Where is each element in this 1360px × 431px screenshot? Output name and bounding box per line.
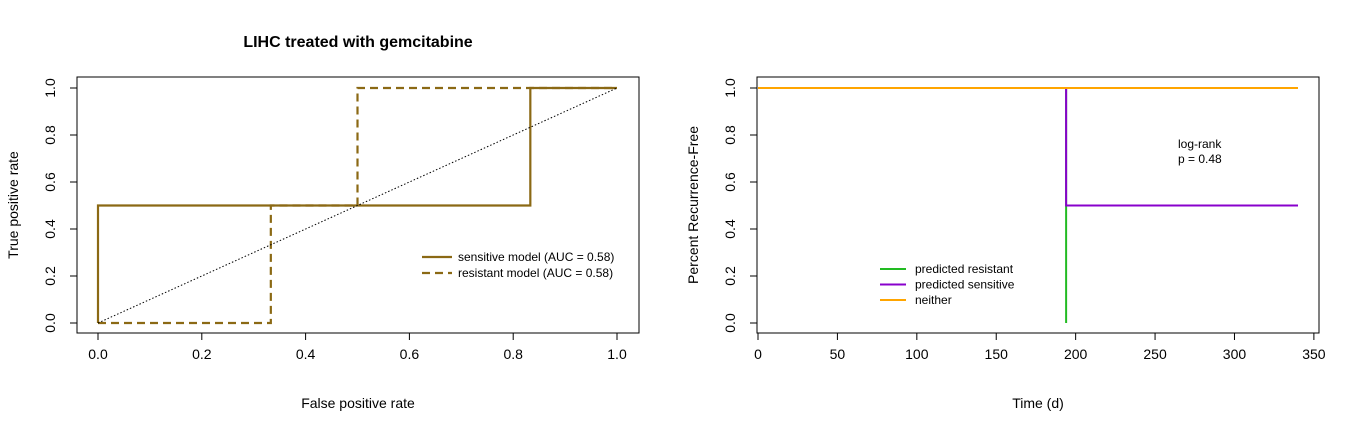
y-tick-label: 0.6 <box>722 172 738 192</box>
y-tick-label: 0.4 <box>722 219 738 239</box>
legend-label: predicted sensitive <box>915 278 1015 292</box>
y-tick-label: 0.0 <box>722 313 738 333</box>
y-tick-label: 0.4 <box>42 219 58 239</box>
x-tick-label: 0.4 <box>296 346 316 362</box>
legend-label: neither <box>915 293 952 307</box>
x-tick-label: 250 <box>1143 346 1167 362</box>
chart-title: LIHC treated with gemcitabine <box>243 34 472 51</box>
roc-chart-panel: LIHC treated with gemcitabine 0.0 0.2 0.4 0… <box>5 34 640 411</box>
y-axis: 0.0 0.2 0.4 0.6 0.8 1.0 <box>722 78 758 333</box>
survival-chart-panel: 0 50 100 150 200 250 300 350 0.0 0.2 0.4 0.6 0.8 1.0… <box>685 76 1326 411</box>
x-tick-label: 0 <box>754 346 762 362</box>
x-tick-label: 50 <box>830 346 846 362</box>
x-tick-label: 100 <box>905 346 929 362</box>
series-line-1 <box>98 86 617 325</box>
y-tick-label: 0.8 <box>42 125 58 145</box>
series-layer <box>758 87 1298 323</box>
x-tick-label: 150 <box>985 346 1009 362</box>
x-tick-label: 0.2 <box>192 346 212 362</box>
y-axis-label: Percent Recurrence-Free <box>685 126 701 284</box>
legend-label: sensitive model (AUC = 0.58) <box>458 250 614 264</box>
legend-label: resistant model (AUC = 0.58) <box>458 266 613 280</box>
x-tick-label: 0.6 <box>400 346 420 362</box>
x-tick-label: 0.0 <box>88 346 108 362</box>
x-axis: 0 50 100 150 200 250 300 350 <box>754 332 1326 362</box>
legend-label: predicted resistant <box>915 262 1014 276</box>
x-tick-label: 300 <box>1223 346 1247 362</box>
y-tick-label: 0.2 <box>42 266 58 286</box>
y-tick-label: 1.0 <box>42 78 58 98</box>
x-axis-label: Time (d) <box>1012 395 1064 411</box>
x-axis: 0.0 0.2 0.4 0.6 0.8 1.0 <box>88 332 627 362</box>
series-layer <box>96 86 618 325</box>
annotation-line-1: log-rank <box>1178 137 1222 151</box>
series-line-2 <box>97 87 618 324</box>
y-tick-label: 0.6 <box>42 172 58 192</box>
legend: sensitive model (AUC = 0.58) resistant mo… <box>422 250 614 280</box>
y-tick-label: 0.2 <box>722 266 738 286</box>
x-tick-label: 350 <box>1302 346 1326 362</box>
x-tick-label: 1.0 <box>607 346 627 362</box>
x-tick-label: 200 <box>1064 346 1088 362</box>
y-tick-label: 0.0 <box>42 313 58 333</box>
legend: predicted resistant predicted sensitivene… <box>880 262 1015 307</box>
x-tick-label: 0.8 <box>503 346 523 362</box>
annotation-line-2: p = 0.48 <box>1178 152 1222 166</box>
x-axis-label: False positive rate <box>301 395 415 411</box>
y-axis-label: True positive rate <box>5 151 21 259</box>
y-tick-label: 0.8 <box>722 125 738 145</box>
y-tick-label: 1.0 <box>722 78 738 98</box>
y-axis: 0.0 0.2 0.4 0.6 0.8 1.0 <box>42 78 78 333</box>
